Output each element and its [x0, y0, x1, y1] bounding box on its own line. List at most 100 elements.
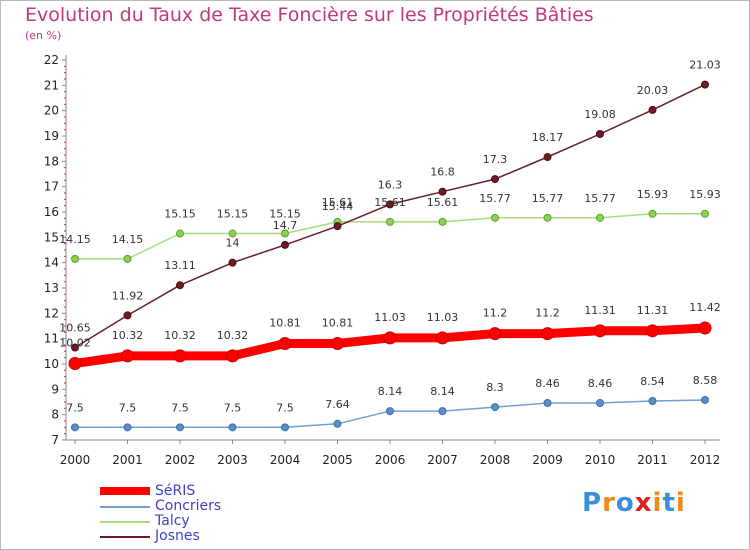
series-concriers-point [648, 396, 657, 405]
data-label: 16.8 [430, 166, 455, 179]
data-label: 8.46 [588, 377, 613, 390]
series-sris-point [173, 349, 187, 363]
legend-swatch-seris [100, 487, 150, 495]
y-tick-label: 7 [51, 433, 59, 447]
y-tick-label: 9 [51, 382, 59, 396]
x-tick-label: 2004 [270, 453, 301, 467]
data-label: 10.81 [269, 316, 301, 329]
data-label: 20.03 [637, 84, 669, 97]
logo-letter: o [615, 488, 635, 518]
series-sris-point [278, 336, 292, 350]
data-label: 19.08 [584, 108, 616, 121]
x-tick-label: 2008 [480, 453, 511, 467]
series-josnes [71, 80, 709, 352]
data-label: 7.64 [325, 398, 350, 411]
data-label: 10.81 [322, 316, 354, 329]
data-label: 7.5 [119, 401, 137, 414]
series-concriers-point [176, 423, 184, 432]
x-tick-label: 2005 [322, 453, 353, 467]
series-concriers-point [281, 423, 289, 432]
series-talcy-point [281, 229, 289, 238]
y-tick-label: 17 [44, 180, 59, 194]
data-label: 11.31 [584, 304, 616, 317]
y-tick-label: 16 [44, 205, 59, 219]
series-josnes-point [543, 153, 552, 162]
data-label: 11.03 [427, 311, 459, 324]
series-talcy-point [71, 254, 79, 263]
series-josnes-point [333, 222, 342, 231]
data-label: 15.61 [322, 196, 354, 209]
series-josnes-point [71, 343, 79, 352]
series-talcy-point [491, 213, 499, 222]
logo-letter: t [662, 488, 676, 518]
y-tick-label: 15 [44, 230, 59, 244]
series-talcy-point [543, 213, 552, 222]
series-talcy-point [176, 229, 184, 238]
series-concriers-point [701, 395, 709, 404]
legend-label-concriers: Concriers [155, 498, 222, 514]
data-label: 11.92 [112, 289, 144, 302]
series-josnes-point [491, 175, 499, 184]
x-tick-label: 2009 [532, 453, 563, 467]
y-tick-label: 20 [44, 104, 59, 118]
data-label: 10.65 [59, 322, 91, 335]
chart-axes: 7 8 9 10 11 12 13 14 15 16 17 18 19 20 21 22 2000 2001 200… [44, 53, 721, 467]
legend-label-josnes: Josnes [155, 528, 200, 544]
legend-item-talcy: Talcy [100, 513, 320, 529]
y-tick-label: 11 [44, 332, 59, 346]
series-concriers-point [596, 399, 604, 408]
series-josnes-point [123, 311, 132, 320]
proxiti-logo: Proxiti [582, 488, 686, 518]
series-sris-point [436, 331, 449, 345]
data-label: 14.15 [112, 233, 144, 246]
x-tick-label: 2003 [217, 453, 248, 467]
data-label: 13.11 [164, 259, 196, 272]
data-label: 11.42 [689, 301, 721, 314]
y-tick-label: 12 [44, 306, 59, 320]
x-tick-label: 2012 [690, 453, 721, 467]
data-label: 15.77 [532, 192, 564, 205]
legend-swatch-talcy [100, 521, 150, 523]
series-talcy-point [228, 229, 237, 238]
logo-letter: r [602, 488, 616, 518]
series-josnes-point [176, 281, 184, 290]
data-label: 14.15 [59, 233, 91, 246]
series-josnes-point [228, 258, 237, 267]
data-label: 11.03 [374, 311, 406, 324]
data-label: 17.3 [483, 153, 508, 166]
chart-title: Evolution du Taux de Taxe Foncière sur l… [25, 4, 594, 26]
y-tick-label: 10 [44, 357, 59, 371]
y-tick-label: 14 [44, 256, 59, 270]
data-label: 10.02 [59, 336, 91, 349]
series-josnes-point [438, 187, 447, 196]
series-sris-point [383, 331, 397, 345]
data-label: 7.5 [171, 401, 189, 414]
data-label: 15.15 [269, 208, 301, 221]
data-label: 8.14 [378, 385, 403, 398]
logo-letter: x [634, 488, 653, 518]
y-tick-label: 13 [44, 281, 59, 295]
series-concriers-point [333, 419, 342, 428]
legend-label-seris: SéRIS [155, 483, 196, 499]
x-tick-label: 2006 [375, 453, 406, 467]
series-sris-point [331, 336, 344, 350]
x-tick-label: 2000 [60, 453, 91, 467]
series-concriers-point [71, 423, 79, 432]
series-concriers-point [386, 407, 394, 416]
y-tick-label: 19 [44, 129, 59, 143]
data-label: 8.54 [640, 375, 665, 388]
data-label: 15.15 [164, 208, 196, 221]
data-label: 18.17 [532, 131, 564, 144]
logo-letter: i [652, 488, 663, 518]
data-label: 11.2 [535, 307, 560, 320]
data-label: 15.61 [374, 196, 406, 209]
x-tick-label: 2010 [585, 453, 616, 467]
data-label: 11.2 [483, 307, 508, 320]
data-label: 8.14 [430, 385, 455, 398]
data-label: 11.31 [637, 304, 669, 317]
series-josnes-point [281, 240, 289, 249]
series-talcy-point [123, 254, 132, 263]
series-josnes-point [596, 129, 604, 138]
